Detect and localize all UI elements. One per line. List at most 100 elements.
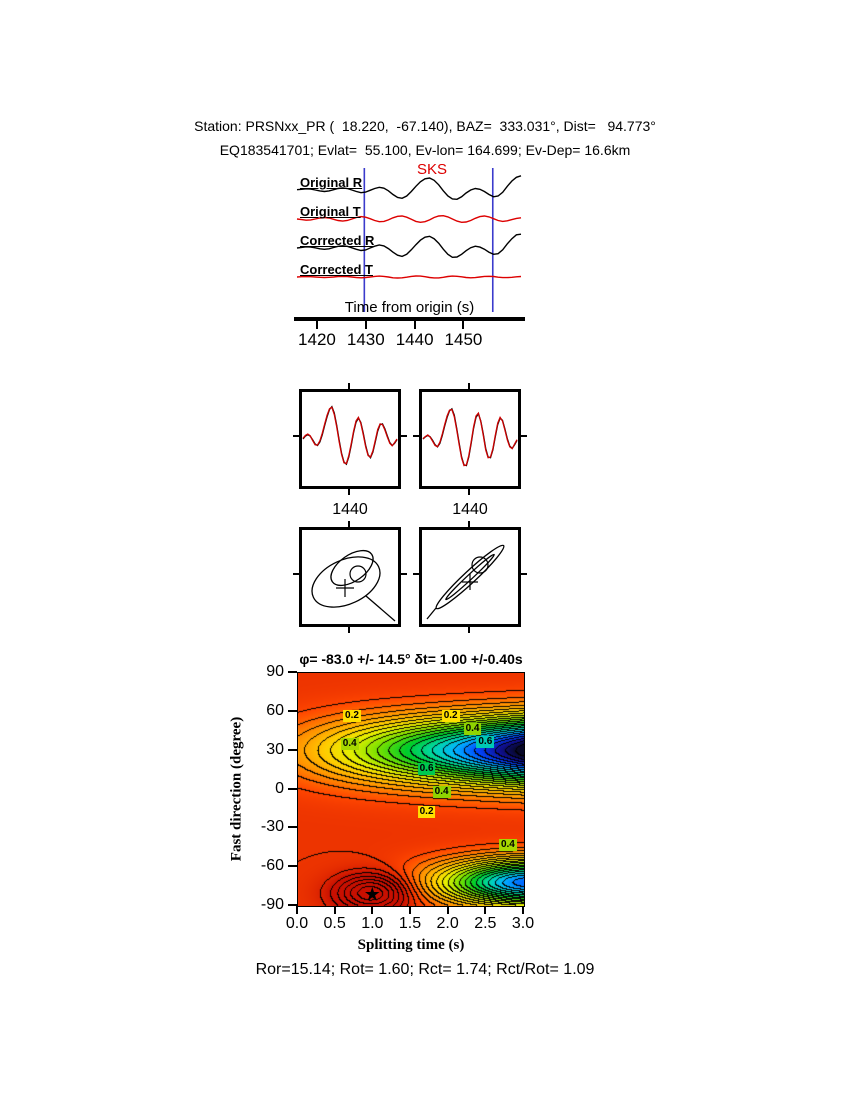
panel-edge-tick bbox=[293, 435, 299, 437]
fast-direction-tick-label: -60 bbox=[260, 857, 284, 875]
panel-edge-tick bbox=[413, 573, 419, 575]
best-solution-star: ★ bbox=[363, 884, 381, 906]
fast-direction-tick-label: -30 bbox=[260, 818, 284, 836]
time-axis-tick bbox=[462, 321, 465, 329]
fast-direction-tick bbox=[288, 904, 297, 906]
panel-edge-tick bbox=[468, 383, 470, 389]
splitting-axis-tick bbox=[409, 906, 411, 914]
panel-edge-tick bbox=[521, 573, 527, 575]
particle-motion-svg-1 bbox=[311, 549, 396, 622]
splitting-axis-tick-label: 0.5 bbox=[323, 915, 346, 932]
splitting-axis-tick bbox=[522, 906, 524, 914]
splitting-axis-tick-label: 2.0 bbox=[436, 915, 459, 932]
fast-direction-tick bbox=[288, 826, 297, 829]
trace-label-corrected-t: Corrected T bbox=[300, 262, 373, 277]
motion-tail bbox=[426, 607, 437, 620]
splitting-axis-tick-label: 0.0 bbox=[285, 915, 309, 932]
time-axis-tick-label: 1440 bbox=[395, 330, 434, 349]
y-axis-title: Fast direction (degree) bbox=[228, 716, 245, 862]
overlay-trace-radial bbox=[422, 407, 518, 467]
fast-direction-tick-label: 0 bbox=[275, 779, 284, 797]
motion-loop-small bbox=[471, 556, 489, 574]
particle-motion-panel-1 bbox=[293, 521, 407, 633]
panel-edge-tick bbox=[468, 627, 470, 633]
splitting-axis-tick bbox=[296, 906, 298, 914]
splitting-axis-tick-label: 1.5 bbox=[398, 915, 422, 932]
contour-label: 0.2 bbox=[343, 710, 361, 722]
time-axis-title: Time from origin (s) bbox=[344, 299, 475, 316]
trace-corrected-r bbox=[296, 233, 522, 259]
splitting-axis-tick-label: 2.5 bbox=[474, 915, 497, 932]
motion-loop-small bbox=[349, 565, 367, 583]
overlay-trace-radial bbox=[302, 405, 398, 466]
fast-direction-tick bbox=[288, 671, 297, 673]
contour-label: 0.6 bbox=[417, 763, 436, 776]
splitting-axis-tick bbox=[371, 906, 374, 914]
motion-tail bbox=[365, 595, 396, 622]
trace-original-t bbox=[296, 214, 522, 224]
station-header: Station: PRSNxx_PR ( 18.220, -67.140), B… bbox=[194, 118, 656, 134]
panel-edge-tick bbox=[348, 383, 350, 389]
contour-label: 0.4 bbox=[432, 786, 451, 799]
time-axis-tick bbox=[315, 321, 318, 329]
splitting-axis-tick-label: 3.0 bbox=[511, 915, 535, 932]
overlay-waveform-svg-1 bbox=[302, 405, 398, 466]
overlay-waveform-panel-1 bbox=[293, 383, 407, 495]
x-axis-title: Splitting time (s) bbox=[357, 937, 465, 953]
particle-motion-svg-2 bbox=[426, 544, 505, 620]
misfit-contour-plot bbox=[297, 672, 525, 907]
event-header: EQ183541701; Evlat= 55.100, Ev-lon= 164.… bbox=[219, 142, 631, 158]
panel-edge-tick bbox=[521, 435, 527, 437]
fast-direction-tick-label: 90 bbox=[266, 663, 284, 680]
contour-label: 0.4 bbox=[340, 738, 359, 751]
fast-direction-tick-label: -90 bbox=[260, 896, 284, 913]
fast-direction-tick bbox=[288, 709, 297, 712]
splitting-axis-tick bbox=[446, 906, 449, 914]
panel-edge-tick bbox=[401, 435, 407, 437]
particle-motion-panel-2 bbox=[413, 521, 527, 633]
panel-edge-tick bbox=[293, 573, 299, 575]
panel1-time-tick-label: 1440 bbox=[332, 501, 368, 518]
quality-stats: Ror=15.14; Rot= 1.60; Rct= 1.74; Rct/Rot… bbox=[255, 961, 595, 978]
fast-direction-tick-label: 60 bbox=[266, 701, 284, 719]
fast-direction-tick bbox=[288, 865, 297, 868]
contour-label: 0.2 bbox=[417, 805, 436, 818]
panel-edge-tick bbox=[468, 521, 470, 527]
overlay-waveform-panel-2 bbox=[413, 383, 527, 495]
splitting-axis-tick bbox=[333, 906, 336, 914]
contour-label: 0.2 bbox=[441, 710, 460, 722]
panel-edge-tick bbox=[348, 627, 350, 633]
motion-ellipse-2 bbox=[445, 553, 495, 601]
time-axis-line bbox=[294, 317, 525, 321]
overlay-trace-transverse-shifted bbox=[302, 406, 398, 465]
panel-edge-tick bbox=[348, 489, 350, 495]
contour-canvas bbox=[298, 673, 524, 906]
contour-label: 0.4 bbox=[463, 722, 482, 735]
splitting-axis-tick-label: 1.0 bbox=[361, 915, 384, 932]
panel-edge-tick bbox=[401, 573, 407, 575]
splitting-axis-tick bbox=[484, 906, 487, 914]
fast-direction-tick bbox=[288, 787, 297, 790]
fast-direction-tick-label: 30 bbox=[266, 740, 284, 758]
panel-edge-tick bbox=[468, 489, 470, 495]
time-axis-tick-label: 1430 bbox=[346, 330, 385, 349]
contour-label: 0.4 bbox=[498, 839, 517, 852]
splitting-result-title: φ= -83.0 +/- 14.5° δt= 1.00 +/-0.40s bbox=[299, 651, 523, 667]
panel2-time-tick-label: 1440 bbox=[452, 501, 488, 518]
panel-edge-tick bbox=[348, 521, 350, 527]
trace-label-corrected-r: Corrected R bbox=[300, 233, 375, 248]
panel-edge-tick bbox=[413, 435, 419, 437]
time-axis-tick-label: 1420 bbox=[298, 330, 336, 349]
trace-original-r bbox=[296, 175, 522, 201]
overlay-trace-transverse-shifted bbox=[422, 408, 518, 467]
waveform-plot bbox=[296, 168, 522, 312]
overlay-waveform-svg-2 bbox=[422, 407, 518, 467]
motion-ellipse-1 bbox=[311, 556, 381, 608]
fast-direction-tick bbox=[288, 748, 297, 751]
contour-label: 0.6 bbox=[476, 735, 495, 748]
trace-label-original-r: Original R bbox=[300, 175, 363, 190]
phase-label: SKS bbox=[416, 161, 447, 178]
motion-ellipse-2 bbox=[330, 549, 374, 587]
trace-label-original-t: Original T bbox=[300, 204, 361, 219]
